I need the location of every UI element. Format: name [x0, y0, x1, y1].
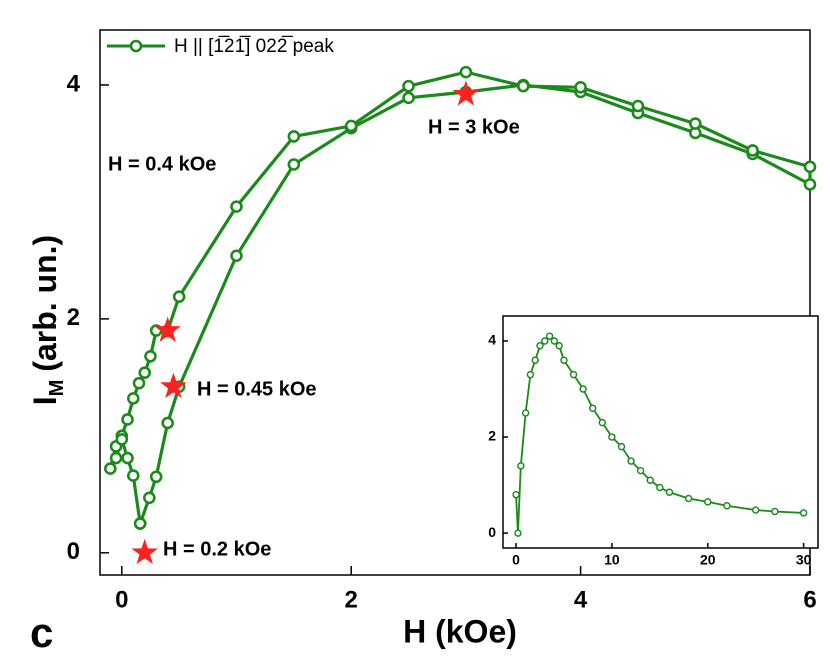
data-point — [656, 483, 664, 492]
y-tick-label: 4 — [67, 70, 81, 97]
data-point — [803, 160, 817, 174]
y-tick-label: 4 — [488, 332, 496, 348]
panel-label: c — [30, 609, 53, 656]
x-tick-label: 6 — [803, 586, 816, 613]
data-point — [531, 356, 539, 364]
data-point — [526, 370, 535, 379]
x-axis-title: H (kOe) — [403, 613, 517, 649]
x-tick-label: 4 — [574, 586, 588, 613]
data-point — [109, 451, 123, 465]
x-tick-label: 30 — [796, 552, 812, 568]
data-point — [574, 81, 587, 94]
annotation: H = 0.45 kOe — [197, 378, 317, 400]
y-axis-subscript: M — [46, 380, 68, 397]
data-point — [689, 117, 702, 130]
data-point — [138, 366, 152, 379]
data-point — [627, 457, 635, 465]
data-point — [230, 249, 243, 262]
data-point — [115, 433, 129, 446]
data-point — [133, 517, 147, 530]
data-point — [144, 350, 157, 363]
data-point — [771, 507, 779, 516]
data-point — [521, 409, 530, 417]
data-point — [230, 200, 243, 213]
data-point — [121, 451, 134, 465]
data-point — [161, 416, 174, 430]
annotation: H = 3 kOe — [428, 116, 520, 138]
data-point — [287, 130, 301, 143]
data-point — [723, 502, 731, 510]
data-point — [121, 413, 134, 426]
y-tick-label: 0 — [67, 538, 80, 565]
y-tick-label: 0 — [488, 524, 496, 540]
data-point — [684, 494, 693, 503]
y-tick-label: 2 — [488, 428, 496, 444]
data-point — [344, 119, 358, 133]
data-point — [126, 469, 140, 482]
annotation: H = 0.4 kOe — [108, 153, 216, 175]
plot-frame — [502, 315, 819, 549]
data-point — [598, 418, 607, 427]
data-point — [402, 79, 415, 93]
y-axis-symbol: I — [27, 396, 63, 405]
data-point — [402, 91, 415, 105]
y-axis-title: IM (arb. un.) — [27, 235, 68, 405]
data-point — [132, 376, 146, 390]
data-point — [608, 433, 616, 441]
x-tick-label: 0 — [512, 552, 520, 568]
data-point — [126, 392, 140, 405]
x-tick-label: 0 — [115, 586, 128, 613]
data-point — [646, 476, 654, 484]
data-point — [589, 404, 597, 412]
x-tick-label: 20 — [700, 552, 716, 568]
data-point — [517, 462, 525, 470]
data-point — [555, 342, 563, 350]
data-point — [104, 462, 117, 475]
data-point — [560, 356, 568, 364]
data-point — [665, 488, 674, 497]
highlight-star — [131, 538, 159, 565]
data-point — [569, 370, 578, 379]
data-point — [631, 99, 645, 113]
data-point — [516, 79, 530, 93]
highlight-star — [452, 80, 480, 106]
x-tick-label: 10 — [604, 552, 620, 568]
data-point — [172, 290, 186, 303]
data-point — [514, 529, 522, 537]
data-point — [541, 337, 549, 345]
data-point — [536, 342, 544, 350]
data-point — [545, 332, 554, 340]
data-point — [799, 509, 808, 517]
data-point — [287, 158, 301, 171]
data-point — [636, 466, 645, 475]
data-point — [459, 65, 473, 79]
highlight-star — [160, 372, 187, 399]
annotation: H = 0.2 kOe — [163, 538, 271, 560]
y-axis-unit: (arb. un.) — [27, 235, 63, 372]
data-point — [803, 178, 817, 191]
data-point — [746, 144, 759, 157]
data-point — [617, 442, 626, 451]
y-tick-label: 2 — [67, 304, 80, 331]
data-point — [751, 506, 760, 514]
legend-marker — [129, 39, 143, 53]
legend-label: H || [1̅21̅] 022̅ peak — [174, 36, 334, 57]
data-point — [512, 490, 520, 499]
data-point — [704, 498, 712, 506]
data-point — [579, 385, 587, 393]
x-tick-label: 2 — [345, 586, 358, 613]
data-point — [143, 491, 156, 505]
data-point — [149, 470, 163, 484]
data-point — [550, 337, 559, 345]
highlight-star — [154, 316, 181, 342]
